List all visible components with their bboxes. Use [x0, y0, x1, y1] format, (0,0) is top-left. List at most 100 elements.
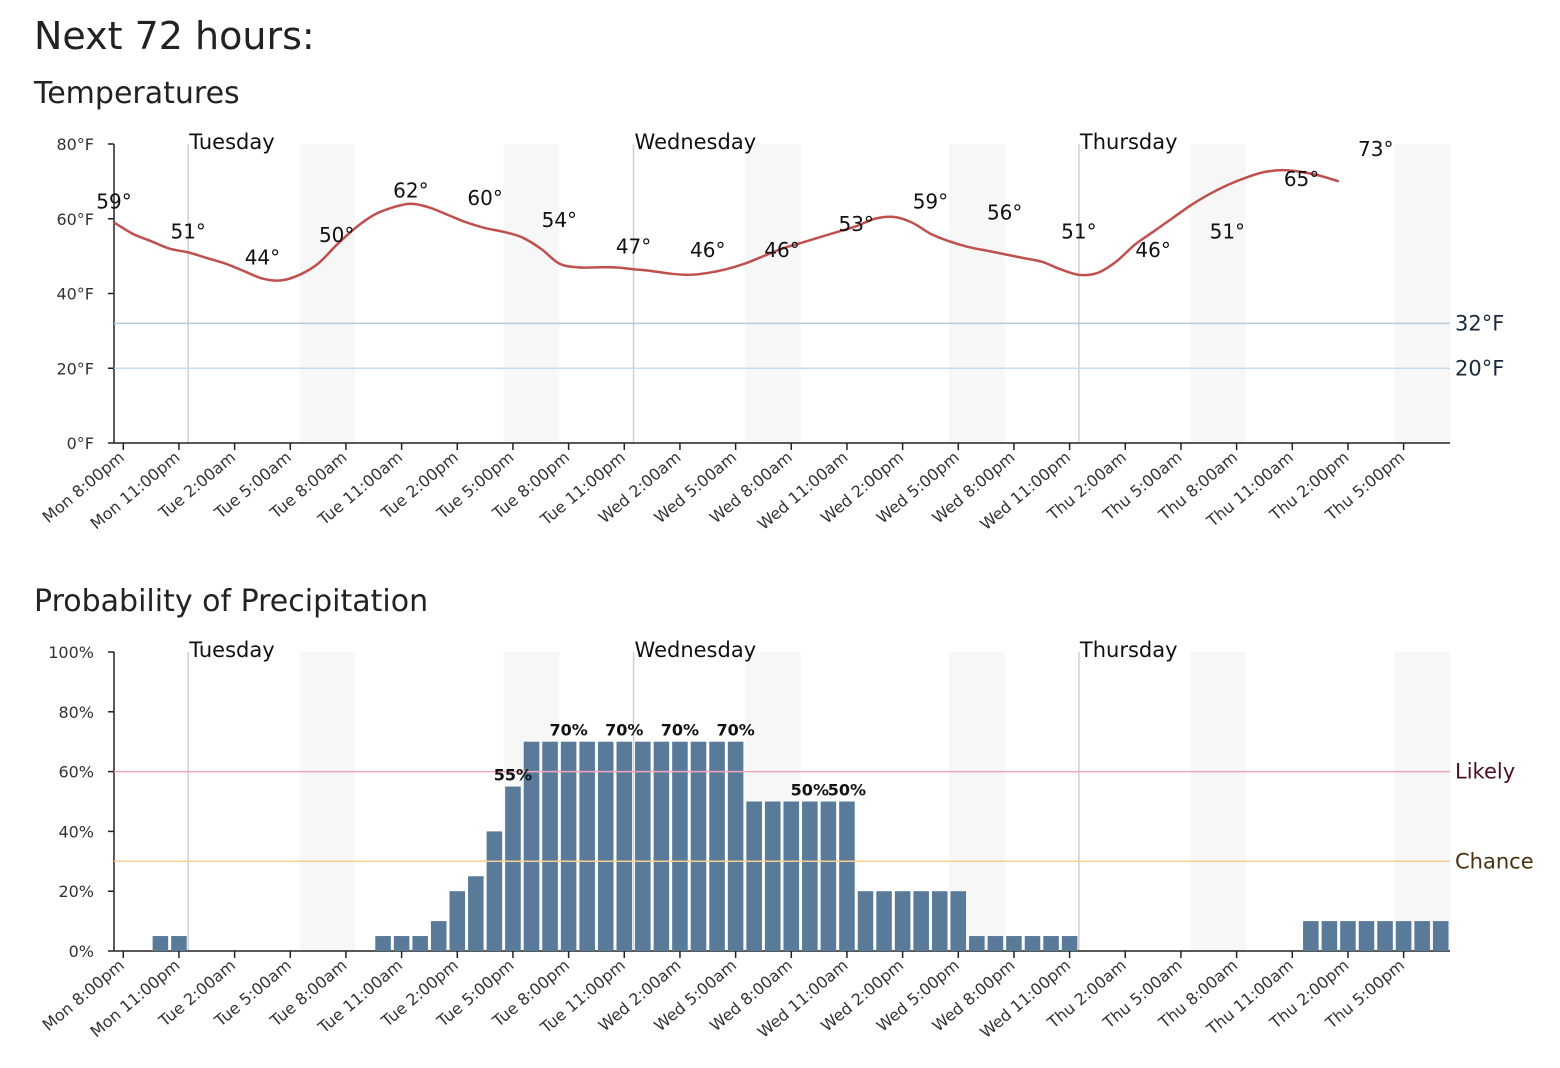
precipitation-bar — [802, 801, 818, 951]
precipitation-bar — [672, 741, 688, 951]
night-band — [1394, 144, 1450, 443]
precipitation-bar — [412, 936, 428, 951]
temperature-data-label: 62° — [393, 178, 428, 202]
precipitation-bar — [597, 741, 614, 951]
precipitation-bar — [1303, 921, 1319, 951]
temperature-data-label: 56° — [987, 201, 1022, 225]
precipitation-data-label: 50% — [828, 781, 866, 800]
precipitation-bar — [523, 741, 540, 951]
precipitation-bar — [653, 741, 670, 951]
day-label: Thursday — [1079, 638, 1178, 662]
precipitation-bar — [1024, 936, 1041, 951]
precipitation-bar — [1340, 921, 1356, 951]
precipitation-bar — [1432, 921, 1449, 951]
temperature-data-label: 51° — [170, 219, 205, 243]
temperature-data-label: 59° — [913, 189, 948, 213]
precipitation-bar — [1043, 936, 1059, 951]
temperature-data-label: 53° — [838, 212, 873, 236]
night-band — [1190, 652, 1246, 951]
precipitation-bar — [709, 741, 725, 951]
precipitation-bar — [950, 891, 967, 951]
reference-line-label: Likely — [1455, 760, 1515, 784]
temperature-data-label: 47° — [616, 234, 651, 258]
night-band — [1394, 652, 1450, 951]
precipitation-bar — [449, 891, 466, 951]
temperature-data-label: 44° — [245, 246, 280, 270]
temperature-data-label: 50° — [319, 223, 354, 247]
night-band — [503, 144, 560, 443]
temperature-data-label: 65° — [1284, 167, 1319, 191]
precipitation-bar — [616, 741, 633, 951]
night-band — [744, 144, 801, 443]
precipitation-bar — [783, 801, 800, 951]
y-tick-label: 100% — [48, 643, 94, 662]
day-label: Thursday — [1079, 130, 1178, 154]
temperature-data-label: 59° — [96, 189, 131, 213]
page-title: Next 72 hours: — [34, 14, 315, 58]
temperature-chart: Tuesday Wednesday Thursday 0°F 20°F 40°F 60°F 8… — [39, 130, 1505, 534]
precipitation-bar — [913, 891, 929, 951]
precipitation-bar — [746, 801, 762, 951]
precipitation-bar — [1358, 921, 1375, 951]
temperature-data-label: 46° — [764, 238, 799, 262]
temperature-data-label: 73° — [1358, 137, 1393, 161]
temperature-data-label: 46° — [690, 238, 725, 262]
precipitation-data-label: 55% — [494, 766, 532, 785]
precipitation-data-label: 70% — [661, 721, 699, 740]
y-tick-label: 20°F — [56, 359, 94, 378]
temperature-data-label: 51° — [1061, 219, 1096, 243]
reference-line-label: Chance — [1455, 849, 1534, 873]
precipitation-bar — [1061, 936, 1078, 951]
precipitation-bar — [1414, 921, 1430, 951]
precipitation-bar — [820, 801, 837, 951]
precipitation-data-label: 70% — [549, 721, 587, 740]
precipitation-bar — [969, 936, 985, 951]
y-tick-label: 0% — [69, 942, 94, 961]
day-label: Wednesday — [635, 638, 757, 662]
precipitation-section-title: Probability of Precipitation — [34, 584, 429, 619]
night-band — [1190, 144, 1246, 443]
y-tick-label: 40°F — [56, 285, 94, 304]
precipitation-bar — [375, 936, 391, 951]
temperature-data-label: 46° — [1135, 238, 1170, 262]
night-band — [949, 144, 1005, 443]
y-tick-label: 0°F — [67, 434, 94, 453]
y-tick-label: 60°F — [56, 210, 94, 229]
precipitation-bar — [1395, 921, 1412, 951]
precipitation-bar — [857, 891, 874, 951]
precipitation-bar — [635, 741, 651, 951]
precipitation-data-label: 70% — [716, 721, 754, 740]
precipitation-bar — [560, 741, 577, 951]
y-tick-label: 80% — [58, 703, 94, 722]
temperature-line — [113, 168, 1340, 282]
precipitation-bar — [152, 936, 169, 951]
temperature-data-label: 60° — [467, 186, 502, 210]
y-tick-label: 20% — [58, 882, 94, 901]
day-label: Wednesday — [635, 130, 757, 154]
y-tick-label: 40% — [58, 822, 94, 841]
precipitation-bar — [1377, 921, 1393, 951]
precipitation-data-label: 50% — [791, 781, 829, 800]
night-band — [299, 652, 356, 951]
precipitation-bar — [690, 741, 707, 951]
precipitation-bar — [876, 891, 892, 951]
precipitation-bar — [579, 741, 595, 951]
reference-line-label: 32°F — [1455, 311, 1504, 335]
y-tick-label: 60% — [58, 763, 94, 782]
night-band — [299, 144, 356, 443]
day-label: Tuesday — [188, 638, 274, 662]
precipitation-bar — [505, 786, 521, 951]
precipitation-bar — [468, 876, 484, 951]
y-tick-label: 80°F — [56, 135, 94, 154]
reference-line-label: 20°F — [1455, 356, 1504, 380]
precipitation-bar — [393, 936, 410, 951]
temperature-data-label: 51° — [1210, 219, 1245, 243]
precipitation-bar — [1321, 921, 1338, 951]
temperature-data-label: 54° — [542, 208, 577, 232]
precipitation-bar — [542, 741, 558, 951]
precipitation-bar — [171, 936, 187, 951]
precipitation-bar — [764, 801, 781, 951]
precipitation-bar — [1006, 936, 1022, 951]
temperatures-section-title: Temperatures — [34, 76, 240, 111]
precipitation-chart: Tuesday Wednesday Thursday 0% 20% 40% 60% 80% 10… — [39, 638, 1534, 1042]
